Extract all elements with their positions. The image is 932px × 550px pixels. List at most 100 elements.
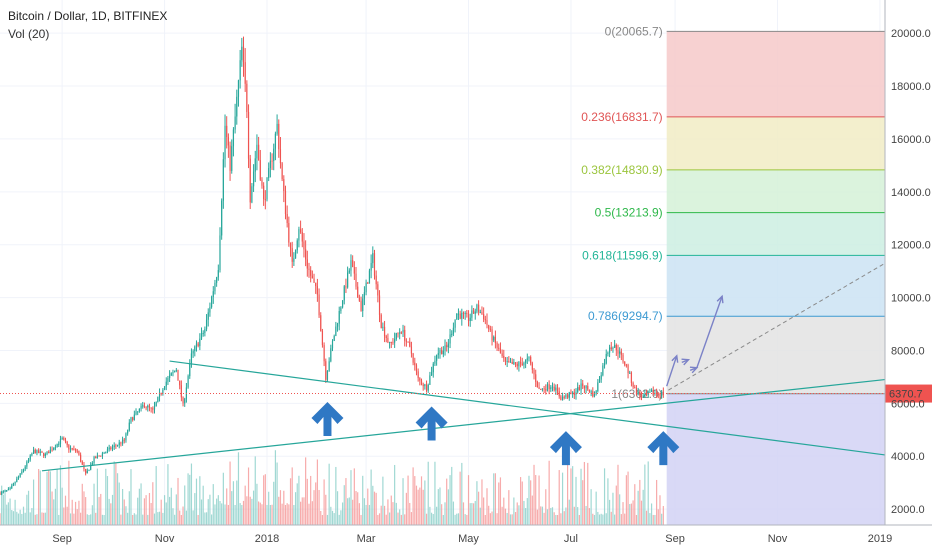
candle-body bbox=[469, 317, 471, 322]
candle-body bbox=[175, 369, 177, 372]
volume-bar bbox=[652, 514, 654, 525]
candle-body bbox=[580, 383, 582, 391]
volume-bar bbox=[372, 485, 374, 525]
candle-body bbox=[595, 391, 597, 394]
candle-body bbox=[135, 411, 137, 415]
volume-bar bbox=[430, 512, 433, 525]
candle-body bbox=[402, 329, 404, 333]
candle-body bbox=[224, 125, 226, 160]
candle-body bbox=[612, 347, 614, 350]
volume-bar bbox=[179, 510, 181, 525]
volume-bar bbox=[299, 501, 302, 525]
candle-body bbox=[11, 485, 13, 489]
volume-bar bbox=[172, 508, 174, 525]
volume-bar bbox=[328, 463, 330, 525]
candle-body bbox=[645, 394, 648, 396]
volume-bar bbox=[573, 506, 575, 525]
candle-body bbox=[587, 385, 589, 390]
candle-body bbox=[644, 394, 646, 397]
candle-body bbox=[217, 270, 219, 278]
projection-arrowhead bbox=[716, 294, 724, 304]
candle-body bbox=[153, 406, 156, 410]
candle-body bbox=[464, 313, 466, 315]
fib-level-label: 0.5(13213.9) bbox=[595, 206, 663, 220]
candle-body bbox=[434, 360, 436, 364]
candle-body bbox=[400, 332, 402, 334]
candle-body bbox=[481, 312, 483, 315]
candle-body bbox=[130, 417, 132, 423]
volume-bar bbox=[121, 488, 124, 525]
candle-body bbox=[614, 344, 616, 348]
volume-bar bbox=[98, 496, 100, 525]
volume-bar bbox=[110, 503, 112, 525]
candle-body bbox=[513, 362, 515, 365]
candle-body bbox=[32, 449, 35, 454]
candle-body bbox=[19, 473, 21, 477]
candle-body bbox=[489, 328, 491, 330]
candle-body bbox=[622, 354, 624, 362]
candle-body bbox=[284, 191, 287, 215]
candle-body bbox=[368, 270, 371, 284]
candle-body bbox=[568, 392, 570, 398]
candle-body bbox=[80, 454, 82, 462]
y-tick-label: 12000.0 bbox=[891, 240, 931, 252]
volume-bar bbox=[659, 495, 661, 525]
volume-bar bbox=[508, 490, 510, 525]
candle-body bbox=[190, 353, 193, 364]
volume-bar bbox=[644, 464, 646, 525]
candle-body bbox=[320, 315, 322, 332]
volume-bar bbox=[387, 499, 389, 525]
volume-bar bbox=[103, 514, 105, 525]
volume-bar bbox=[347, 498, 349, 525]
volume-bar bbox=[597, 511, 599, 525]
volume-bar bbox=[605, 513, 607, 525]
candle-body bbox=[588, 389, 591, 393]
candle-body bbox=[180, 385, 182, 398]
candle-body bbox=[452, 327, 455, 334]
volume-bar bbox=[437, 489, 439, 525]
candle-body bbox=[593, 393, 596, 397]
candle-body bbox=[252, 171, 255, 187]
volume-bar bbox=[489, 513, 491, 525]
candle-body bbox=[123, 439, 125, 441]
candle-body bbox=[78, 450, 80, 455]
candle-body bbox=[540, 388, 542, 390]
candle-body bbox=[325, 361, 327, 380]
volume-bar bbox=[415, 485, 418, 525]
volume-bar bbox=[563, 511, 565, 525]
volume-bar bbox=[360, 514, 362, 525]
candle-body bbox=[603, 363, 606, 366]
volume-bar bbox=[197, 514, 199, 525]
candle-body bbox=[367, 282, 369, 284]
volume-bar bbox=[222, 472, 224, 525]
volume-bar bbox=[590, 489, 592, 525]
candle-body bbox=[417, 371, 419, 379]
volume-bar bbox=[583, 461, 586, 525]
volume-bar bbox=[167, 464, 169, 525]
candle-body bbox=[526, 358, 528, 360]
volume-bar bbox=[442, 514, 444, 525]
candle-body bbox=[514, 362, 517, 364]
candle-body bbox=[493, 336, 495, 341]
candle-body bbox=[299, 229, 302, 233]
volume-bar bbox=[182, 506, 184, 525]
drawings bbox=[0, 262, 886, 472]
candle-body bbox=[318, 294, 320, 316]
volume-bar bbox=[513, 497, 515, 525]
candle-body bbox=[378, 295, 381, 315]
candle-body bbox=[69, 448, 72, 450]
fib-band bbox=[666, 212, 885, 256]
volume-bar bbox=[264, 474, 266, 525]
candle-body bbox=[170, 373, 172, 376]
volume-bar bbox=[365, 504, 367, 525]
volume-bar bbox=[216, 498, 218, 525]
candle-body bbox=[657, 393, 659, 395]
volume-bar bbox=[148, 492, 151, 525]
candle-body bbox=[7, 488, 9, 491]
candle-body bbox=[427, 384, 429, 391]
volume-bar bbox=[81, 483, 83, 525]
candle-body bbox=[538, 387, 540, 389]
volume-bar bbox=[417, 489, 419, 525]
